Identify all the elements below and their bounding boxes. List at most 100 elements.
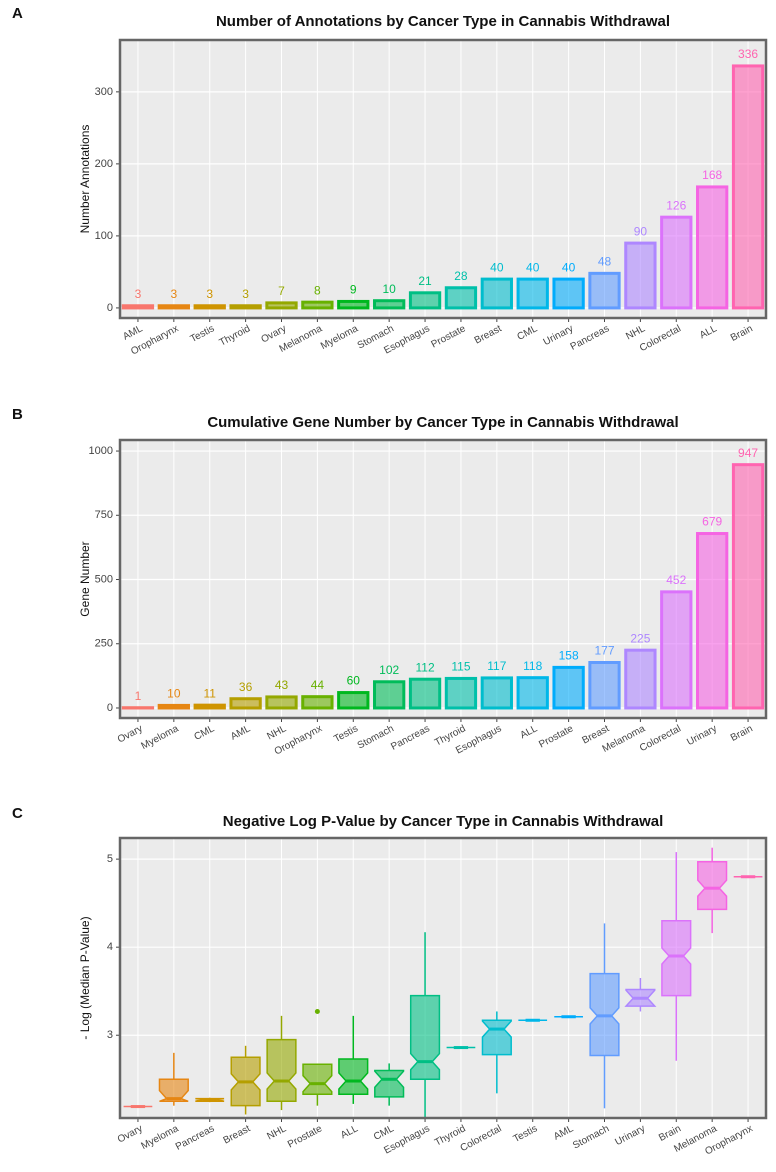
bar xyxy=(480,676,513,710)
chart-title: Negative Log P-Value by Cancer Type in C… xyxy=(223,813,664,830)
value-label: 48 xyxy=(598,255,612,269)
value-label: 679 xyxy=(702,515,722,529)
y-tick-label: 750 xyxy=(95,509,113,521)
box xyxy=(481,1019,512,1056)
bar xyxy=(516,277,549,310)
bar xyxy=(193,304,226,310)
value-label: 336 xyxy=(738,47,758,61)
chart-title: Number of Annotations by Cancer Type in … xyxy=(216,13,670,30)
x-tick-label: Prostate xyxy=(430,323,468,350)
value-label: 10 xyxy=(167,687,181,701)
bar xyxy=(731,64,765,310)
box xyxy=(661,920,692,997)
value-label: 43 xyxy=(275,678,289,692)
value-label: 8 xyxy=(314,283,321,297)
bar xyxy=(229,304,262,310)
value-label: 10 xyxy=(382,282,396,296)
value-label: 452 xyxy=(666,573,686,587)
bar xyxy=(229,697,262,710)
value-label: 3 xyxy=(206,287,213,301)
x-tick-label: Pancreas xyxy=(389,723,431,753)
bar xyxy=(696,532,729,710)
x-tick-label: Breast xyxy=(473,323,504,346)
x-tick-label: Colorectal xyxy=(459,1123,504,1154)
value-label: 60 xyxy=(347,674,361,688)
panel-label: A xyxy=(12,5,23,22)
y-tick-label: 4 xyxy=(107,941,113,953)
y-tick-label: 200 xyxy=(95,158,113,170)
x-tick-label: Stomach xyxy=(356,723,396,751)
chart-title: Cumulative Gene Number by Cancer Type in… xyxy=(207,414,678,431)
bar xyxy=(444,286,478,310)
bar xyxy=(660,215,693,310)
x-tick-label: ALL xyxy=(339,1123,360,1141)
value-label: 9 xyxy=(350,283,357,297)
x-tick-label: CML xyxy=(516,323,540,343)
bar xyxy=(337,691,370,710)
bar xyxy=(337,299,370,310)
x-tick-label: Pancreas xyxy=(569,323,611,353)
x-tick-label: AML xyxy=(229,723,253,743)
bar xyxy=(193,703,226,710)
bar xyxy=(301,300,334,310)
bar xyxy=(265,301,298,310)
x-tick-label: ALL xyxy=(698,323,719,341)
box xyxy=(374,1069,405,1098)
y-axis-label: Gene Number xyxy=(78,541,92,616)
value-label: 112 xyxy=(415,660,434,674)
x-tick-label: Breast xyxy=(222,1123,253,1146)
x-tick-label: Stomach xyxy=(571,1123,611,1151)
plot-border xyxy=(118,836,768,1120)
y-tick-label: 500 xyxy=(95,573,113,585)
plot-border xyxy=(118,438,768,720)
panel-label: B xyxy=(12,406,23,423)
x-tick-label: Prostate xyxy=(286,1123,324,1150)
bar xyxy=(408,677,442,710)
x-tick-label: Testis xyxy=(512,1123,540,1145)
bar xyxy=(265,695,298,710)
value-label: 40 xyxy=(526,260,540,274)
value-label: 126 xyxy=(666,198,686,212)
y-tick-label: 300 xyxy=(95,86,113,98)
value-label: 1 xyxy=(135,689,142,703)
value-label: 28 xyxy=(454,269,468,283)
x-tick-label: Thyroid xyxy=(218,323,253,348)
value-label: 115 xyxy=(451,660,470,674)
bar xyxy=(588,271,621,310)
x-tick-label: Pancreas xyxy=(174,1123,216,1153)
bar xyxy=(373,680,406,710)
x-tick-label: CML xyxy=(372,1123,396,1143)
x-tick-label: AML xyxy=(121,323,145,343)
x-tick-label: Myeloma xyxy=(139,723,180,752)
value-label: 3 xyxy=(170,287,177,301)
outlier xyxy=(314,1008,320,1014)
value-label: 102 xyxy=(379,663,399,677)
x-tick-label: Urinary xyxy=(613,1123,647,1148)
y-tick-label: 250 xyxy=(95,638,113,650)
y-tick-label: 100 xyxy=(95,230,113,242)
box xyxy=(697,861,728,911)
value-label: 118 xyxy=(523,659,542,673)
x-tick-label: CML xyxy=(193,723,217,743)
bar xyxy=(157,703,190,710)
value-label: 36 xyxy=(239,680,253,694)
x-tick-label: Testis xyxy=(189,323,217,345)
plot-border xyxy=(118,38,768,320)
x-tick-label: ALL xyxy=(518,723,539,741)
value-label: 7 xyxy=(278,284,285,298)
value-label: 90 xyxy=(634,224,648,238)
bar xyxy=(408,291,442,310)
y-tick-label: 1000 xyxy=(89,445,113,457)
value-label: 21 xyxy=(418,274,432,288)
value-label: 3 xyxy=(135,287,142,301)
bar xyxy=(516,676,549,710)
bar xyxy=(157,304,190,310)
plot-background xyxy=(120,40,766,318)
x-tick-label: Colorectal xyxy=(638,323,683,354)
box xyxy=(338,1058,369,1095)
x-tick-label: NHL xyxy=(265,723,288,742)
x-tick-label: Myeloma xyxy=(139,1123,180,1152)
box xyxy=(266,1038,297,1103)
box xyxy=(409,994,441,1081)
value-label: 177 xyxy=(594,644,614,658)
